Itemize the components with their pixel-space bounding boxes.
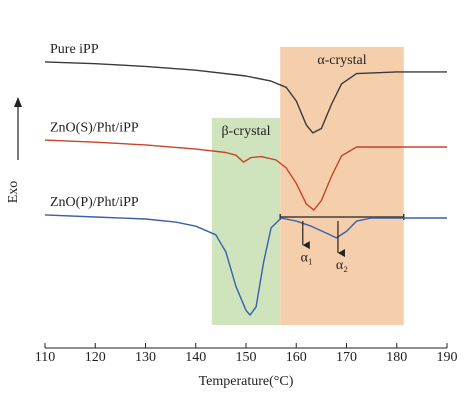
- x-tick-label: 180: [386, 350, 407, 365]
- y-axis-label: Exo: [6, 181, 21, 204]
- series-label: ZnO(P)/Pht/iPP: [50, 195, 139, 210]
- series-line: [44, 61, 447, 134]
- x-tick-label: 120: [85, 350, 106, 365]
- x-tick-label: 160: [286, 350, 307, 365]
- x-axis-label: Temperature(°C): [199, 374, 294, 389]
- annotation-label: α₁: [301, 250, 313, 265]
- region-label: β-crystal: [221, 124, 270, 139]
- series-line: [44, 139, 447, 211]
- x-tick-label: 140: [185, 350, 206, 365]
- annotation-label: α₂: [336, 258, 348, 273]
- series-label: Pure iPP: [50, 42, 99, 57]
- x-tick-label: 150: [236, 350, 257, 365]
- region: [211, 117, 281, 326]
- region-label: α-crystal: [317, 53, 366, 68]
- series-line: [44, 214, 447, 316]
- x-tick-label: 170: [336, 350, 357, 365]
- x-tick-label: 110: [35, 350, 55, 365]
- series-label: ZnO(S)/Pht/iPP: [50, 120, 139, 135]
- x-tick-label: 130: [135, 350, 156, 365]
- region: [280, 46, 404, 326]
- x-tick-label: 190: [437, 350, 458, 365]
